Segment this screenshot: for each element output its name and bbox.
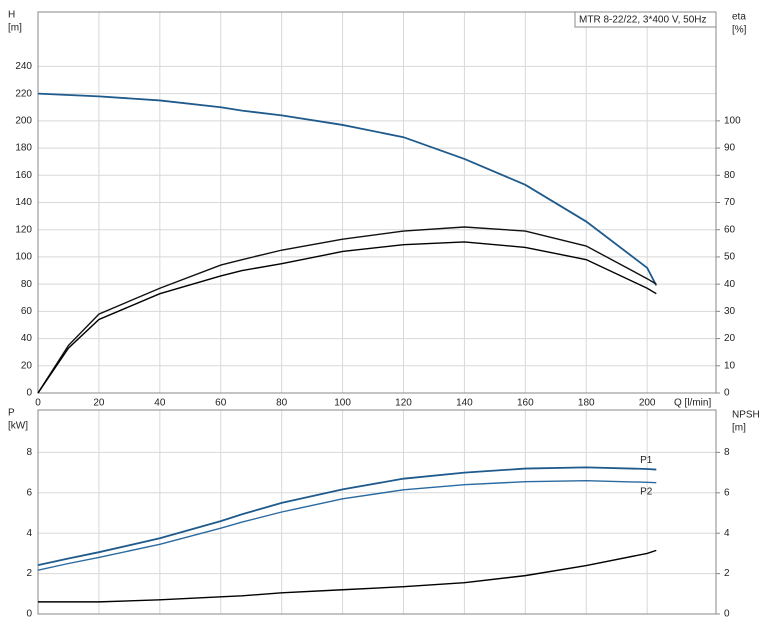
x-tick-label: 120 xyxy=(395,398,412,409)
x-tick-label: 100 xyxy=(334,398,351,409)
x-tick-label: 140 xyxy=(456,398,473,409)
x-tick-label: 80 xyxy=(276,398,288,409)
series-label: P1 xyxy=(640,455,653,466)
y2-tick-label: 0 xyxy=(724,388,730,399)
y-tick-label: 200 xyxy=(15,115,32,126)
y2-tick-label: 4 xyxy=(724,528,730,539)
y2-tick-label: 2 xyxy=(724,568,730,579)
y-tick-label: 4 xyxy=(26,528,32,539)
y-tick-label: 8 xyxy=(26,447,32,458)
y-tick-label: 0 xyxy=(26,609,32,620)
y2-tick-label: 60 xyxy=(724,224,736,235)
y-tick-label: 140 xyxy=(15,197,32,208)
y-tick-label: 100 xyxy=(15,252,32,263)
y-tick-label: 20 xyxy=(21,360,33,371)
x-tick-label: 60 xyxy=(215,398,227,409)
x-tick-label: 40 xyxy=(154,398,166,409)
y-tick-label: 6 xyxy=(26,487,32,498)
y-axis-label: H xyxy=(8,10,15,21)
series-line xyxy=(37,479,657,571)
y2-axis-label: eta xyxy=(732,12,746,23)
y2-axis-label: NPSH xyxy=(732,410,760,421)
y2-tick-label: 70 xyxy=(724,197,736,208)
series-line xyxy=(37,241,657,394)
y-tick-label: 120 xyxy=(15,224,32,235)
y2-tick-label: 80 xyxy=(724,170,736,181)
y-axis-label: [m] xyxy=(8,23,22,34)
y2-tick-label: 0 xyxy=(724,609,730,620)
chart-title: MTR 8-22/22, 3*400 V, 50Hz xyxy=(579,15,706,26)
x-tick-label: 180 xyxy=(578,398,595,409)
x-tick-label: 200 xyxy=(639,398,656,409)
y2-tick-label: 6 xyxy=(724,487,730,498)
series-line xyxy=(37,226,657,394)
series-line xyxy=(37,466,657,566)
y-tick-label: 220 xyxy=(15,88,32,99)
y-axis-label: [kW] xyxy=(8,421,28,432)
y2-tick-label: 8 xyxy=(724,447,730,458)
y-tick-label: 60 xyxy=(21,306,33,317)
x-tick-label: 20 xyxy=(93,398,105,409)
y-tick-label: 0 xyxy=(26,388,32,399)
plot-frame xyxy=(37,409,717,615)
y-tick-label: 160 xyxy=(15,170,32,181)
y2-tick-label: 50 xyxy=(724,252,736,263)
y2-tick-label: 100 xyxy=(724,115,741,126)
y-tick-label: 80 xyxy=(21,279,33,290)
y2-axis-label: [%] xyxy=(732,25,747,36)
plot-frame xyxy=(37,11,717,394)
y2-tick-label: 40 xyxy=(724,279,736,290)
title-box xyxy=(574,11,717,28)
series-label: P2 xyxy=(640,486,653,497)
y-tick-label: 40 xyxy=(21,333,33,344)
series-line xyxy=(37,92,658,286)
y2-tick-label: 90 xyxy=(724,143,736,154)
y2-axis-label: [m] xyxy=(732,423,746,434)
x-axis-label: Q [l/min] xyxy=(674,398,711,409)
y-tick-label: 180 xyxy=(15,143,32,154)
series-line xyxy=(38,549,657,603)
y2-tick-label: 10 xyxy=(724,360,736,371)
y2-tick-label: 20 xyxy=(724,333,736,344)
y2-tick-label: 30 xyxy=(724,306,736,317)
plot-background xyxy=(38,410,716,614)
y-tick-label: 240 xyxy=(15,61,32,72)
x-tick-label: 0 xyxy=(35,398,41,409)
y-axis-label: P xyxy=(8,408,15,419)
y-tick-label: 2 xyxy=(26,568,32,579)
x-tick-label: 160 xyxy=(517,398,534,409)
